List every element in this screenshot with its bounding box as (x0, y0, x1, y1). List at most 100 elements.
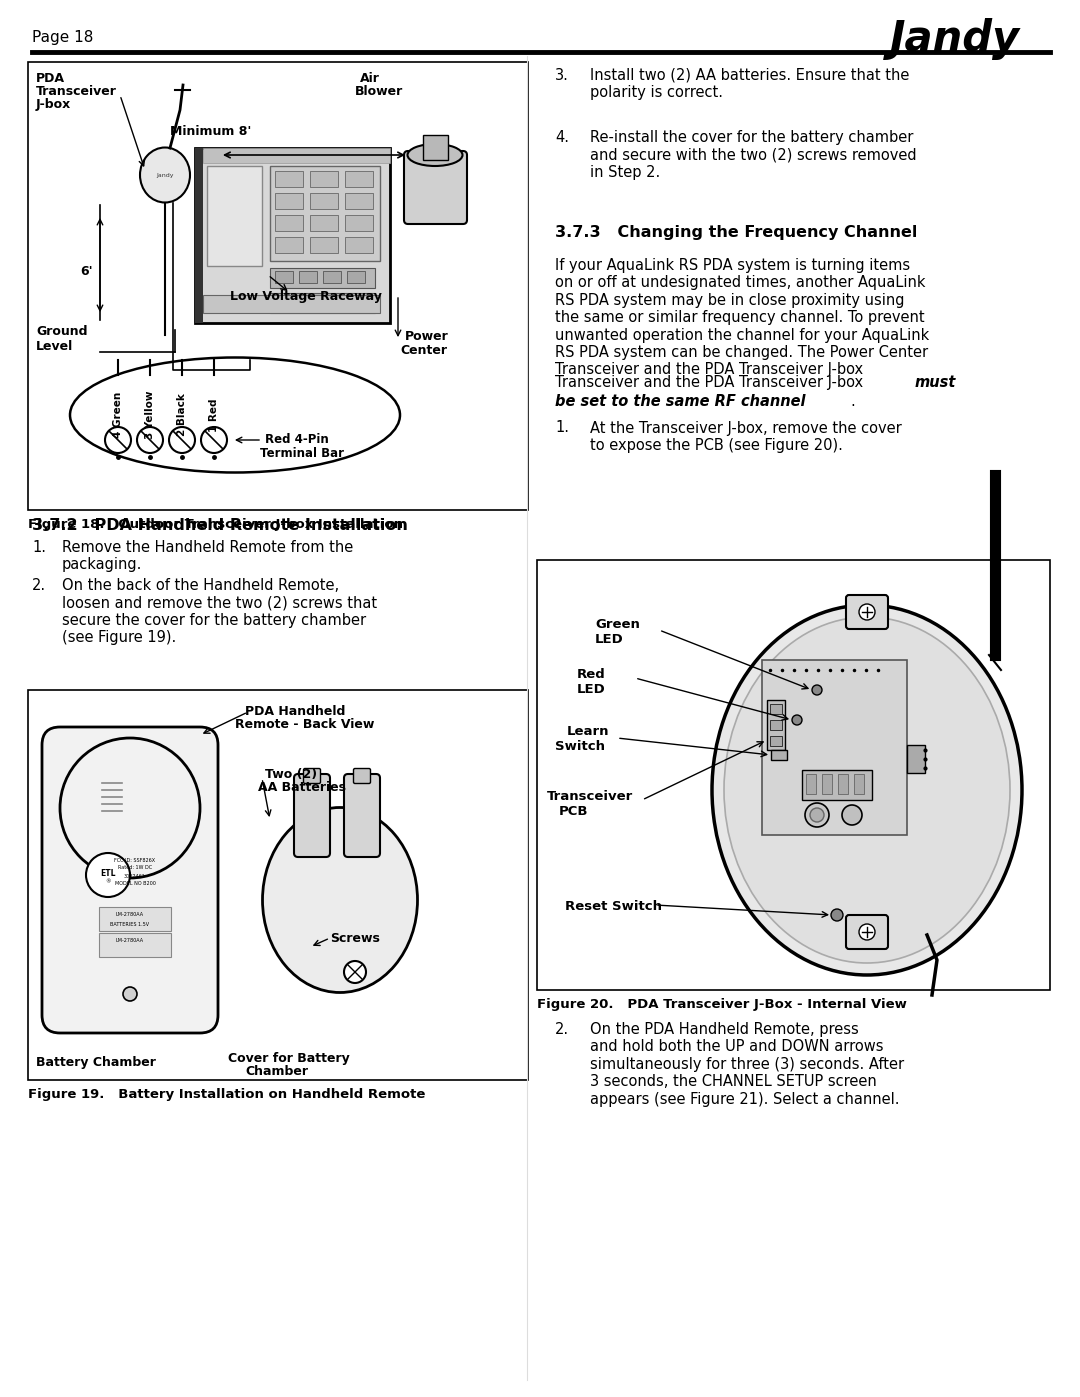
FancyBboxPatch shape (195, 148, 203, 323)
FancyBboxPatch shape (323, 296, 341, 307)
Ellipse shape (262, 807, 418, 992)
Text: 3.7.3   Changing the Frequency Channel: 3.7.3 Changing the Frequency Channel (555, 225, 917, 240)
FancyBboxPatch shape (303, 768, 321, 784)
Text: Page 18: Page 18 (32, 29, 93, 45)
Text: Cover for Battery: Cover for Battery (228, 1052, 350, 1065)
Text: ®: ® (105, 880, 111, 884)
FancyBboxPatch shape (275, 271, 293, 284)
FancyBboxPatch shape (537, 560, 1050, 990)
FancyBboxPatch shape (822, 774, 832, 793)
Circle shape (792, 715, 802, 725)
FancyBboxPatch shape (275, 193, 303, 210)
Text: Air: Air (360, 73, 380, 85)
Text: FCC ID: SSF826X: FCC ID: SSF826X (114, 858, 156, 863)
Polygon shape (990, 475, 1000, 655)
Text: 3 Yellow: 3 Yellow (145, 391, 156, 439)
Text: If your AquaLink RS PDA system is turning items
on or off at undesignated times,: If your AquaLink RS PDA system is turnin… (555, 258, 929, 377)
Text: Jandy: Jandy (157, 172, 174, 177)
Text: 4 Green: 4 Green (113, 393, 123, 439)
Text: LED: LED (577, 683, 606, 696)
Circle shape (86, 854, 130, 897)
Ellipse shape (712, 605, 1022, 975)
FancyBboxPatch shape (270, 293, 375, 313)
Text: Screws: Screws (330, 932, 380, 944)
FancyBboxPatch shape (806, 774, 816, 793)
FancyBboxPatch shape (770, 736, 782, 746)
FancyBboxPatch shape (28, 61, 528, 510)
Ellipse shape (70, 358, 400, 472)
Text: PDA: PDA (36, 73, 65, 85)
Circle shape (812, 685, 822, 694)
FancyBboxPatch shape (767, 700, 785, 750)
Circle shape (168, 427, 195, 453)
Text: Level: Level (36, 339, 73, 353)
FancyBboxPatch shape (345, 193, 373, 210)
Text: Red 4-Pin: Red 4-Pin (265, 433, 328, 446)
Circle shape (60, 738, 200, 877)
Circle shape (831, 909, 843, 921)
Text: Remove the Handheld Remote from the
packaging.: Remove the Handheld Remote from the pack… (62, 541, 353, 573)
Text: Figure 20.   PDA Transceiver J-Box - Internal View: Figure 20. PDA Transceiver J-Box - Inter… (537, 997, 907, 1011)
FancyBboxPatch shape (423, 136, 448, 161)
Ellipse shape (724, 617, 1010, 963)
Circle shape (810, 807, 824, 821)
FancyBboxPatch shape (270, 268, 375, 288)
Text: MODEL NO B200: MODEL NO B200 (114, 882, 156, 886)
Circle shape (859, 923, 875, 940)
Text: Green: Green (595, 617, 639, 631)
FancyBboxPatch shape (345, 215, 373, 231)
Text: LM-2780AA: LM-2780AA (116, 912, 144, 918)
Text: Rated: 1W DC: Rated: 1W DC (118, 865, 152, 870)
Text: Transceiver: Transceiver (36, 85, 117, 98)
Ellipse shape (407, 144, 462, 166)
FancyBboxPatch shape (275, 296, 293, 307)
Text: PDA Handheld: PDA Handheld (245, 705, 346, 718)
Text: Chamber: Chamber (245, 1065, 308, 1078)
FancyBboxPatch shape (195, 148, 390, 323)
Circle shape (859, 604, 875, 620)
FancyBboxPatch shape (345, 774, 380, 856)
FancyBboxPatch shape (347, 296, 365, 307)
FancyBboxPatch shape (310, 215, 338, 231)
FancyBboxPatch shape (846, 915, 888, 949)
Text: LM-2780AA: LM-2780AA (116, 937, 144, 943)
FancyBboxPatch shape (846, 595, 888, 629)
Text: Transceiver and the PDA Transceiver J-box: Transceiver and the PDA Transceiver J-bo… (555, 374, 867, 390)
Ellipse shape (140, 148, 190, 203)
Circle shape (201, 427, 227, 453)
Text: 2 Black: 2 Black (177, 394, 187, 436)
Text: On the back of the Handheld Remote,
loosen and remove the two (2) screws that
se: On the back of the Handheld Remote, loos… (62, 578, 377, 645)
FancyBboxPatch shape (99, 933, 171, 957)
FancyBboxPatch shape (299, 271, 318, 284)
FancyBboxPatch shape (771, 750, 787, 760)
FancyBboxPatch shape (770, 719, 782, 731)
Circle shape (123, 988, 137, 1002)
FancyBboxPatch shape (347, 271, 365, 284)
FancyBboxPatch shape (762, 659, 907, 835)
Text: Install two (2) AA batteries. Ensure that the
polarity is correct.: Install two (2) AA batteries. Ensure tha… (590, 68, 909, 101)
Text: Re-install the cover for the battery chamber
and secure with the two (2) screws : Re-install the cover for the battery cha… (590, 130, 917, 180)
Text: AA Batteries: AA Batteries (258, 781, 346, 793)
Circle shape (842, 805, 862, 826)
Text: must: must (915, 374, 957, 390)
Text: Ground: Ground (36, 326, 87, 338)
FancyBboxPatch shape (310, 237, 338, 253)
Text: .: . (850, 394, 854, 409)
Text: Reset Switch: Reset Switch (565, 900, 662, 914)
Text: Red: Red (577, 668, 606, 680)
Text: Minimum 8': Minimum 8' (170, 124, 252, 138)
FancyBboxPatch shape (275, 215, 303, 231)
Circle shape (345, 961, 366, 983)
Text: Jandy: Jandy (890, 18, 1021, 60)
Text: 3032461: 3032461 (124, 875, 146, 879)
Text: Remote - Back View: Remote - Back View (235, 718, 375, 731)
Text: J-box: J-box (36, 98, 71, 110)
Text: 3.7.2   PDA Handheld Remote Installation: 3.7.2 PDA Handheld Remote Installation (32, 518, 408, 534)
Text: be set to the same RF channel: be set to the same RF channel (555, 394, 806, 409)
FancyBboxPatch shape (275, 170, 303, 187)
FancyBboxPatch shape (203, 295, 380, 313)
FancyBboxPatch shape (299, 296, 318, 307)
Circle shape (137, 427, 163, 453)
Text: LED: LED (595, 633, 624, 645)
Text: 3.: 3. (555, 68, 569, 82)
